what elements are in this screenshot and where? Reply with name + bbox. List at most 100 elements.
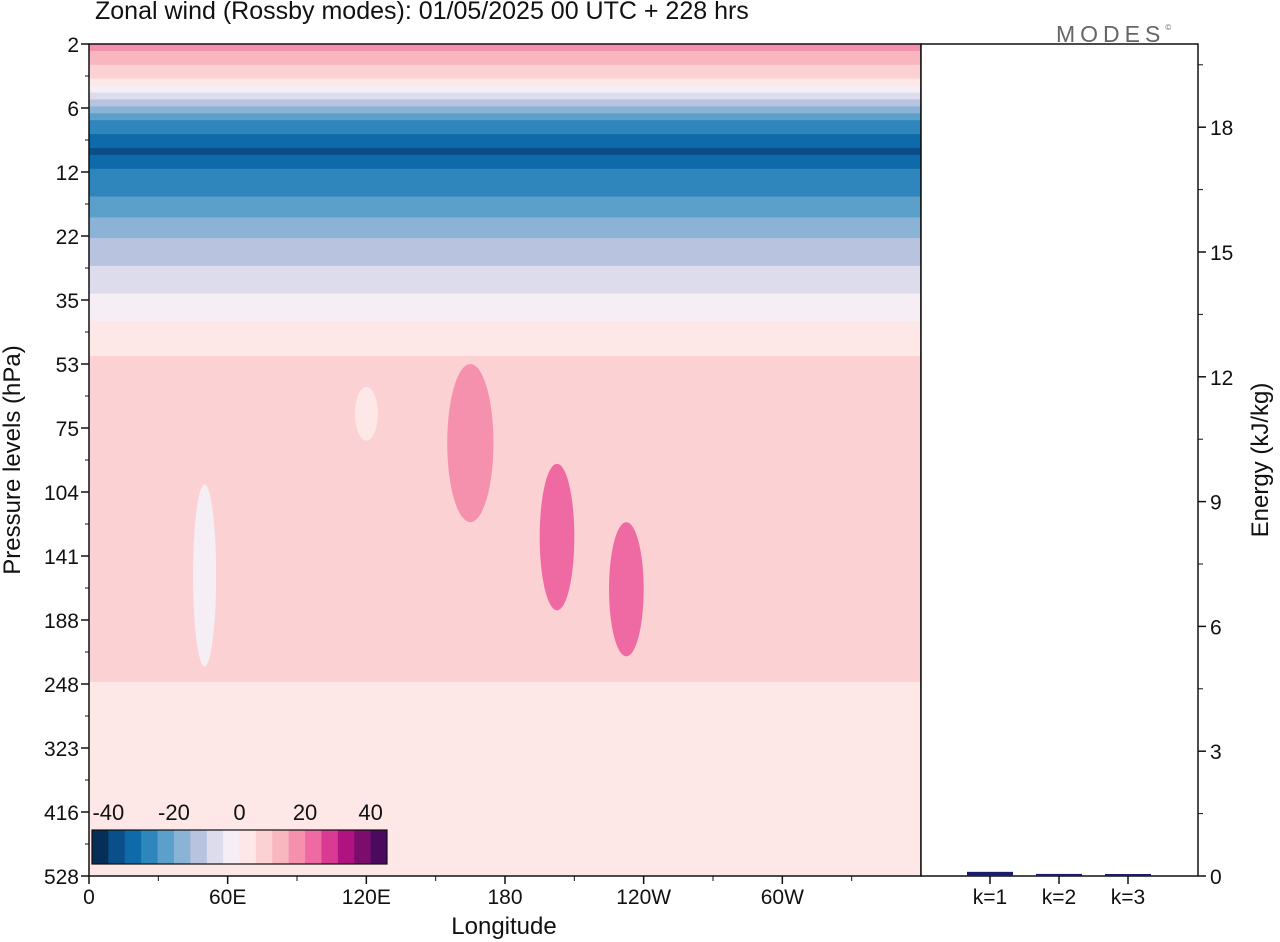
- contour-band: [89, 425, 921, 433]
- colorbar-label: 40: [358, 800, 382, 825]
- contour-band: [89, 349, 921, 357]
- y-tick-label: 6: [67, 98, 79, 121]
- contour-band: [89, 792, 921, 801]
- colorbar-swatch: [305, 830, 322, 864]
- contour-band: [89, 453, 921, 461]
- contour-band: [89, 661, 921, 669]
- contour-band: [89, 674, 921, 683]
- contour-band: [89, 709, 921, 718]
- contour-band: [89, 279, 921, 288]
- energy-panel: 0 3 6 9 12 15 18 k=1 k=2 k=3 Energy (kJ/kg): [920, 43, 1274, 909]
- contour-band: [89, 758, 921, 766]
- contour-band: [89, 113, 921, 121]
- contour-band: [89, 141, 921, 149]
- colorbar: -40 -20 0 20 40: [91, 800, 388, 865]
- contour-band: [89, 806, 921, 815]
- brand-mark: ©: [1165, 23, 1172, 32]
- contour-band: [89, 640, 921, 648]
- energy-tick-label: 3: [1210, 741, 1222, 764]
- colorbar-swatch: [206, 830, 224, 864]
- y-tick-label: 528: [44, 866, 79, 889]
- contour-band: [89, 626, 921, 634]
- colorbar-swatch: [337, 830, 355, 864]
- contour-band: [89, 619, 921, 627]
- contour-band: [89, 224, 921, 232]
- contour-band: [89, 161, 921, 170]
- contour-band: [89, 314, 921, 322]
- contour-band: [89, 64, 921, 73]
- contour-band: [89, 321, 921, 329]
- x-tick-label: 0: [83, 886, 95, 909]
- contour-band: [89, 328, 921, 336]
- contour-band: [89, 577, 921, 586]
- colorbar-swatch: [272, 830, 290, 864]
- contour-band: [89, 466, 921, 475]
- contour-band: [89, 862, 921, 870]
- colorbar-swatch: [190, 830, 208, 864]
- contour-band: [89, 397, 921, 406]
- contour-band: [89, 778, 921, 787]
- x-tick-label: 60E: [209, 886, 246, 909]
- contour-band: [89, 85, 921, 94]
- contour-band: [89, 432, 921, 440]
- colorbar-swatch: [157, 830, 175, 864]
- contour-band: [89, 570, 921, 579]
- x-tick-label: 60W: [761, 886, 804, 909]
- contour-band: [89, 591, 921, 600]
- energy-category-label: k=2: [1042, 886, 1076, 909]
- contour-band: [89, 265, 921, 274]
- contour-band: [89, 307, 921, 315]
- y-tick-label: 75: [56, 418, 79, 441]
- contour-band: [89, 231, 921, 239]
- contour-band: [89, 681, 921, 690]
- contour-band: [89, 196, 921, 205]
- contour-band: [89, 439, 921, 447]
- colorbar-swatch: [288, 830, 306, 864]
- contour-band: [89, 245, 921, 253]
- contour-band: [89, 515, 921, 523]
- x-axis-label: Longitude: [451, 913, 556, 940]
- contour-band: [89, 508, 921, 517]
- contour-band: [89, 411, 921, 419]
- contour-band: [89, 293, 921, 302]
- energy-bar: [1105, 874, 1151, 876]
- contour-band: [89, 536, 921, 544]
- contour-band: [89, 550, 921, 558]
- contour-band: [89, 369, 921, 378]
- y-tick-label: 188: [44, 610, 79, 633]
- contour-band: [89, 203, 921, 211]
- brand-text: MODES: [1056, 21, 1166, 47]
- contour-band: [89, 383, 921, 392]
- longitude-axis: 0 60E 120E 180 120W 60W Longitude: [83, 876, 853, 940]
- colorbar-swatch: [239, 830, 257, 864]
- contour-band: [89, 127, 921, 135]
- contour-band: [89, 446, 921, 454]
- x-tick-label: 120W: [616, 886, 671, 909]
- energy-border: [920, 43, 1199, 877]
- contour-cell: [354, 386, 378, 441]
- contour-band: [89, 210, 921, 218]
- contour-band: [89, 855, 921, 863]
- contour-band: [89, 841, 921, 849]
- contour-band: [89, 529, 921, 537]
- contour-band: [89, 543, 921, 551]
- energy-tick-label: 9: [1210, 492, 1222, 515]
- colorbar-swatch: [255, 830, 273, 864]
- colorbar-label: 20: [293, 800, 317, 825]
- contour-band: [89, 238, 921, 246]
- colorbar-swatch: [321, 830, 339, 864]
- contour-band: [89, 217, 921, 225]
- contour-band: [89, 827, 921, 835]
- contour-band: [89, 362, 921, 371]
- y-tick-label: 22: [56, 226, 79, 249]
- colorbar-label: -20: [158, 800, 190, 825]
- contour-band: [89, 785, 921, 794]
- colorbar-swatch: [92, 830, 109, 864]
- contour-band: [89, 342, 921, 350]
- contour-band: [89, 695, 921, 704]
- contour-band: [89, 501, 921, 510]
- contour-band: [89, 584, 921, 593]
- contour-band: [89, 598, 921, 607]
- energy-tick-label: 18: [1210, 117, 1233, 140]
